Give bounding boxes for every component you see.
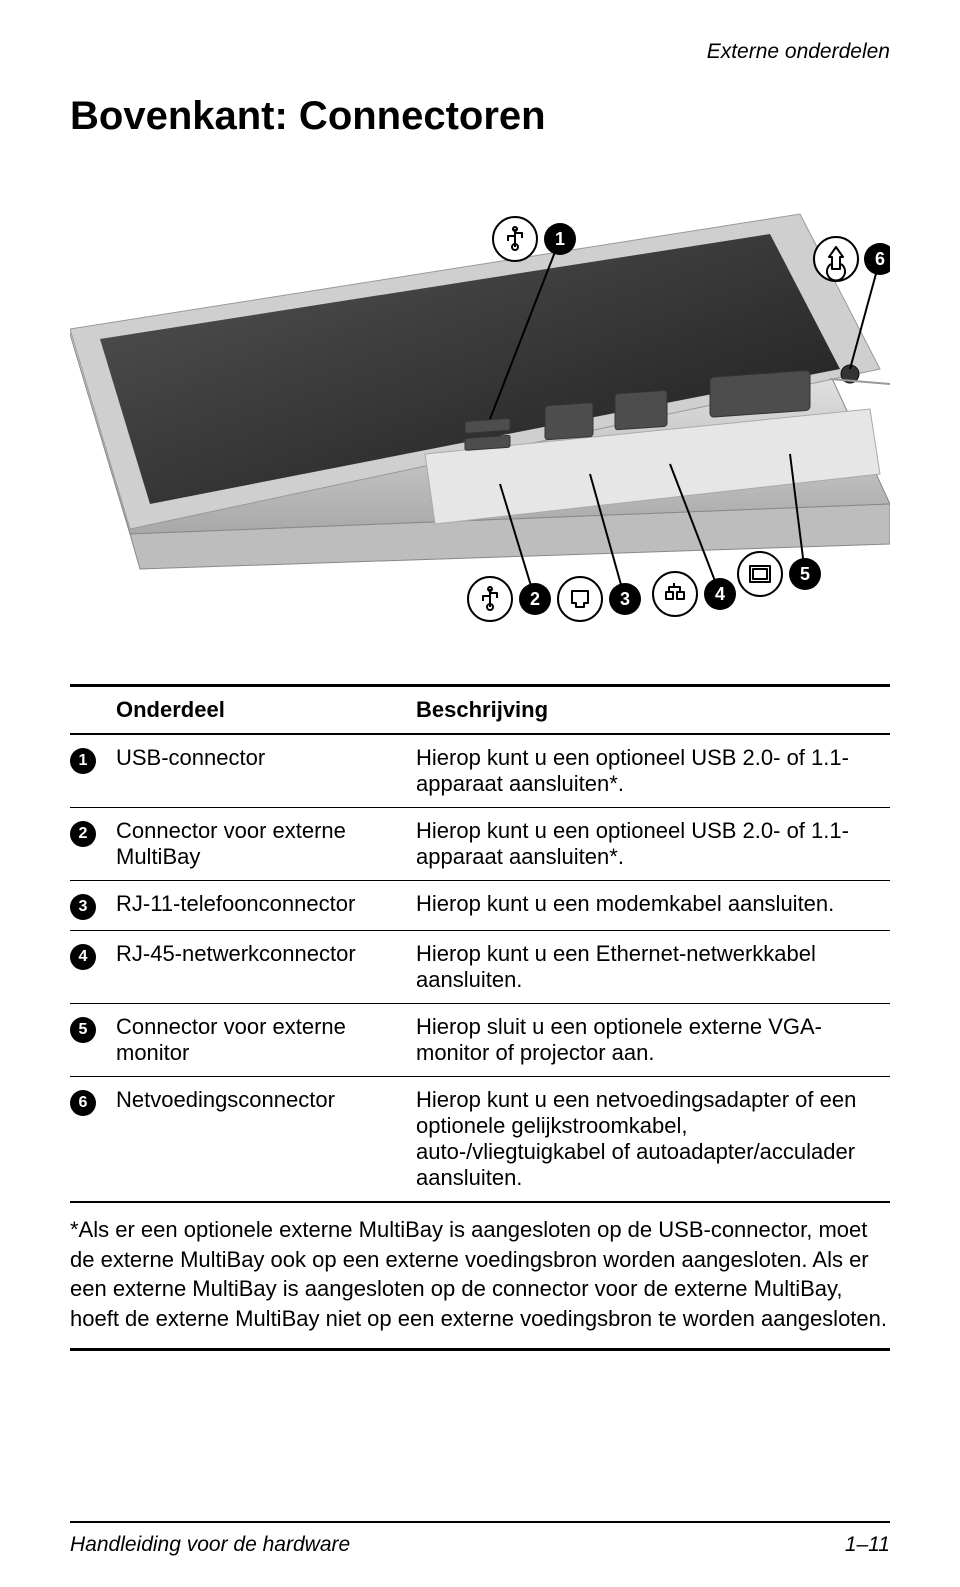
page-footer: Handleiding voor de hardware 1–11 xyxy=(70,1521,890,1557)
row-component: RJ-45-netwerkconnector xyxy=(116,931,416,1004)
running-header: Externe onderdelen xyxy=(70,40,890,64)
diagram-svg: 1 2 3 4 5 6 xyxy=(70,174,890,654)
device-body xyxy=(70,214,890,569)
table-row: 1USB-connectorHierop kunt u een optionee… xyxy=(70,734,890,808)
row-num: 3 xyxy=(70,881,116,931)
col-blank xyxy=(70,687,116,734)
page-title: Bovenkant: Connectoren xyxy=(70,94,890,139)
row-component: RJ-11-telefoonconnector xyxy=(116,881,416,931)
row-description: Hierop kunt u een optioneel USB 2.0- of … xyxy=(416,808,890,881)
callout-number: 2 xyxy=(530,589,540,609)
footer-right: 1–11 xyxy=(845,1533,890,1557)
row-num: 1 xyxy=(70,734,116,808)
callout-number: 5 xyxy=(800,564,810,584)
col-component: Onderdeel xyxy=(116,687,416,734)
row-description: Hierop kunt u een optioneel USB 2.0- of … xyxy=(416,734,890,808)
component-table: Onderdeel Beschrijving 1USB-connectorHie… xyxy=(70,684,890,1351)
footer-left: Handleiding voor de hardware xyxy=(70,1533,350,1557)
table-row: 3RJ-11-telefoonconnectorHierop kunt u ee… xyxy=(70,881,890,931)
row-description: Hierop kunt u een netvoedingsadapter of … xyxy=(416,1077,890,1203)
table-footnote: *Als er een optionele externe MultiBay i… xyxy=(70,1203,890,1348)
callout-number: 3 xyxy=(620,589,630,609)
table-header-row: Onderdeel Beschrijving xyxy=(70,687,890,734)
table-row: 4RJ-45-netwerkconnectorHierop kunt u een… xyxy=(70,931,890,1004)
row-num: 6 xyxy=(70,1077,116,1203)
col-description: Beschrijving xyxy=(416,687,890,734)
row-num: 5 xyxy=(70,1004,116,1077)
callout-number: 4 xyxy=(715,584,725,604)
row-description: Hierop kunt u een modemkabel aansluiten. xyxy=(416,881,890,931)
row-component: Connector voor externe MultiBay xyxy=(116,808,416,881)
row-component: USB-connector xyxy=(116,734,416,808)
connector-diagram: 1 2 3 4 5 6 xyxy=(70,174,890,654)
row-description: Hierop sluit u een optionele externe VGA… xyxy=(416,1004,890,1077)
table-row: 5Connector voor externe monitorHierop sl… xyxy=(70,1004,890,1077)
table-row: 2Connector voor externe MultiBayHierop k… xyxy=(70,808,890,881)
row-num: 4 xyxy=(70,931,116,1004)
callout-number: 1 xyxy=(555,229,565,249)
row-component: Netvoedingsconnector xyxy=(116,1077,416,1203)
row-description: Hierop kunt u een Ethernet-netwerkkabel … xyxy=(416,931,890,1004)
table-row: 6NetvoedingsconnectorHierop kunt u een n… xyxy=(70,1077,890,1203)
callout-number: 6 xyxy=(875,249,885,269)
row-num: 2 xyxy=(70,808,116,881)
row-component: Connector voor externe monitor xyxy=(116,1004,416,1077)
